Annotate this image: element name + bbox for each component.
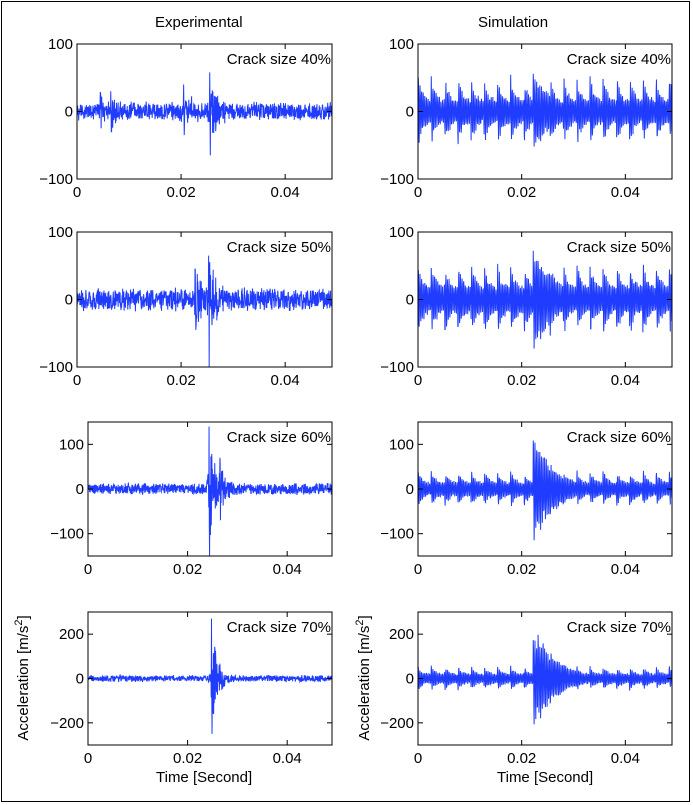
y-axis-label-experimental: Acceleration [m/s2] xyxy=(13,615,32,740)
x-tick-label: 0.04 xyxy=(271,184,300,201)
signal-trace xyxy=(418,250,672,349)
signal-trace xyxy=(418,440,672,541)
y-tick-label: −100 xyxy=(380,526,414,543)
signal-trace xyxy=(418,73,672,147)
x-tick-label: 0.02 xyxy=(507,372,536,389)
y-tick-label: −200 xyxy=(380,715,414,732)
y-tick-label: 100 xyxy=(389,436,414,453)
x-tick-label: 0 xyxy=(84,750,92,767)
y-tick-label: −200 xyxy=(50,715,84,732)
x-tick-label: 0 xyxy=(73,372,81,389)
x-axis-label-simulation: Time [Second] xyxy=(497,769,594,786)
signal-trace xyxy=(77,72,332,156)
crack-size-annotation: Crack size 70% xyxy=(227,619,331,636)
y-tick-label: 0 xyxy=(76,481,84,498)
y-tick-label: −100 xyxy=(380,359,414,376)
y-tick-label: −100 xyxy=(39,359,73,376)
crack-size-annotation: Crack size 60% xyxy=(227,429,331,446)
x-tick-label: 0.02 xyxy=(173,561,202,578)
x-tick-label: 0.02 xyxy=(166,372,195,389)
x-axis-label-experimental: Time [Second] xyxy=(156,769,253,786)
x-tick-label: 0.02 xyxy=(507,561,536,578)
column-title-simulation: Simulation xyxy=(478,14,549,31)
y-tick-label: 0 xyxy=(65,292,73,309)
y-tick-label: 0 xyxy=(406,481,414,498)
x-tick-label: 0.04 xyxy=(273,750,302,767)
x-tick-label: 0 xyxy=(414,372,422,389)
y-tick-label: −100 xyxy=(39,171,73,188)
signal-trace xyxy=(77,255,332,367)
crack-size-annotation: Crack size 60% xyxy=(567,429,671,446)
x-tick-label: 0.04 xyxy=(611,184,640,201)
y-tick-label: 200 xyxy=(389,626,414,643)
x-tick-label: 0.02 xyxy=(507,184,536,201)
subplot-simulation-row-4: 0 0.02 0.04 −200 0 200 Crack size 70% xyxy=(380,611,673,767)
x-tick-label: 0 xyxy=(73,184,81,201)
x-tick-label: 0.04 xyxy=(611,750,640,767)
y-tick-label: 200 xyxy=(59,626,84,643)
x-tick-label: 0.04 xyxy=(611,561,640,578)
y-tick-label: 100 xyxy=(48,224,73,241)
y-axis-label-simulation: Acceleration [m/s2] xyxy=(354,615,373,740)
y-tick-label: 0 xyxy=(65,104,73,121)
y-tick-label: 100 xyxy=(59,436,84,453)
x-tick-label: 0.02 xyxy=(166,184,195,201)
x-tick-label: 0.04 xyxy=(271,372,300,389)
x-tick-label: 0.02 xyxy=(173,750,202,767)
subplot-simulation-row-3: 0 0.02 0.04 −100 0 100 Crack size 60% xyxy=(380,421,673,578)
y-tick-label: 100 xyxy=(389,36,414,53)
y-tick-label: 100 xyxy=(389,224,414,241)
crack-size-annotation: Crack size 40% xyxy=(567,51,671,68)
x-tick-label: 0.02 xyxy=(507,750,536,767)
signal-trace xyxy=(88,618,332,734)
y-tick-label: −100 xyxy=(50,526,84,543)
y-tick-label: 100 xyxy=(48,36,73,53)
y-tick-label: 0 xyxy=(406,671,414,688)
x-tick-label: 0 xyxy=(414,750,422,767)
crack-size-annotation: Crack size 50% xyxy=(227,239,331,256)
x-tick-label: 0 xyxy=(414,184,422,201)
subplot-experimental-row-4: 0 0.02 0.04 −200 0 200 Crack size 70% xyxy=(50,611,333,767)
y-tick-label: 0 xyxy=(406,292,414,309)
x-tick-label: 0.04 xyxy=(611,372,640,389)
y-tick-label: 0 xyxy=(76,671,84,688)
x-tick-label: 0 xyxy=(84,561,92,578)
crack-size-annotation: Crack size 40% xyxy=(227,51,331,68)
crack-size-annotation: Crack size 50% xyxy=(567,239,671,256)
signal-trace xyxy=(88,426,332,556)
subplot-experimental-row-3: 0 0.02 0.04 −100 0 100 Crack size 60% xyxy=(50,421,333,578)
x-tick-label: 0 xyxy=(414,561,422,578)
x-tick-label: 0.04 xyxy=(273,561,302,578)
crack-size-annotation: Crack size 70% xyxy=(567,619,671,636)
column-title-experimental: Experimental xyxy=(155,14,243,31)
signal-trace xyxy=(418,634,672,725)
y-tick-label: 0 xyxy=(406,104,414,121)
y-tick-label: −100 xyxy=(380,171,414,188)
